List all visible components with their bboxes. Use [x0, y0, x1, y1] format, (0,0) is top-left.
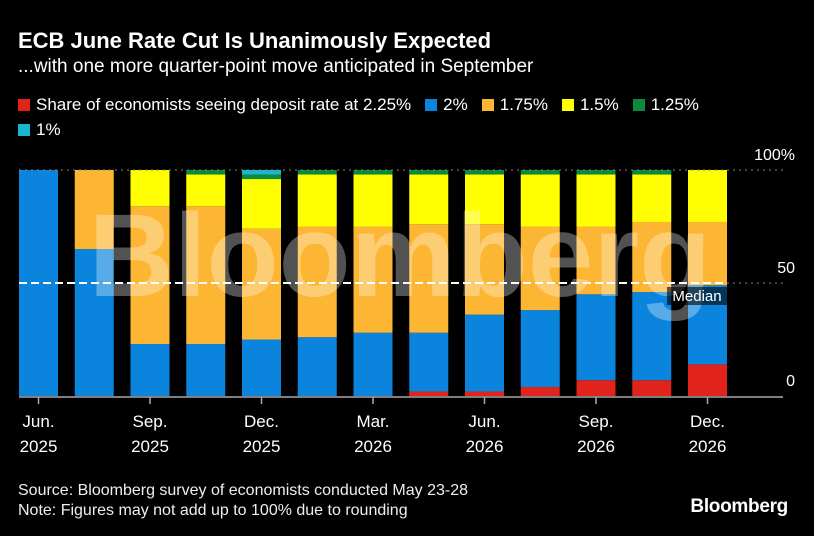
bar-segment	[242, 174, 281, 180]
legend-item: Share of economists seeing deposit rate …	[18, 92, 411, 117]
bar-segment	[409, 391, 449, 396]
median-label-bg	[667, 287, 728, 305]
bar-segment	[520, 310, 560, 387]
legend-item: 1.5%	[561, 92, 619, 117]
legend-swatch	[481, 99, 494, 111]
x-tick-label: 2025	[243, 437, 281, 456]
bar-segment	[632, 174, 672, 222]
bar-segment	[353, 332, 393, 396]
bar-segment	[632, 380, 672, 396]
legend-label: 1%	[36, 120, 61, 139]
x-tick-label: Jun.	[22, 412, 54, 431]
bar-segment	[409, 332, 449, 392]
x-tick-label: Sep.	[133, 412, 168, 431]
rounding-note: Note: Figures may not add up to 100% due…	[18, 502, 408, 519]
x-tick-label: 2026	[689, 437, 727, 456]
bar-segment	[186, 174, 226, 207]
y-tick-label: 100%	[754, 147, 795, 164]
bar-segment	[74, 170, 114, 250]
legend: Share of economists seeing deposit rate …	[18, 92, 808, 142]
bar-segment	[409, 170, 449, 175]
bar-segment	[576, 294, 616, 381]
legend-swatch	[18, 99, 30, 111]
legend-swatch	[561, 99, 574, 111]
legend-swatch	[18, 124, 30, 136]
bar-segment	[242, 170, 281, 175]
bar-segment	[688, 221, 727, 286]
chart-title: ECB June Rate Cut Is Unanimously Expecte…	[18, 28, 492, 53]
bar-segment	[520, 226, 560, 311]
legend-item: 2%	[425, 92, 468, 117]
bar-segment	[186, 170, 226, 175]
bar-segment	[520, 174, 560, 227]
bar-segment	[520, 386, 560, 396]
chart-subtitle: ...with one more quarter-point move anti…	[18, 56, 534, 77]
bar-segment	[353, 226, 393, 333]
legend-label: 1.75%	[499, 95, 548, 114]
source-note: Source: Bloomberg survey of economists c…	[18, 482, 469, 499]
bar-segment	[632, 170, 672, 175]
legend-label: 1.25%	[650, 95, 699, 114]
bar-segment	[465, 170, 504, 175]
bar-segment	[130, 206, 170, 345]
y-tick-label: 0	[786, 373, 795, 390]
legend-swatch	[632, 99, 645, 111]
bloomberg-logo: Bloomberg	[690, 496, 788, 517]
bar-segment	[242, 228, 281, 340]
x-tick-label: Mar.	[356, 412, 389, 431]
bar-segment	[688, 364, 727, 396]
bar-segment	[576, 174, 616, 227]
bar-segment	[130, 170, 170, 207]
bar-segment	[242, 179, 281, 229]
bar-segment	[242, 339, 281, 396]
x-tick-label: Dec.	[690, 412, 725, 431]
legend-swatch	[425, 99, 438, 111]
bar-segment	[576, 380, 616, 396]
bar-segment	[130, 344, 170, 396]
x-tick-label: Dec.	[244, 412, 279, 431]
y-tick-label: 50	[777, 260, 795, 277]
legend-item: 1.75%	[481, 92, 548, 117]
x-tick-label: Sep.	[579, 412, 614, 431]
bar-segment	[186, 206, 226, 345]
bar-segment	[297, 337, 337, 396]
bar-segment	[409, 174, 449, 225]
bar-segment	[353, 170, 393, 175]
bar-segment	[465, 224, 504, 315]
median-label: Median	[672, 288, 721, 305]
bar-segment	[465, 314, 504, 392]
bar-segment	[297, 170, 337, 175]
bar-segment	[297, 174, 337, 227]
bar-segment	[297, 226, 337, 338]
bar-segment	[632, 292, 672, 381]
bar-segment	[688, 170, 727, 222]
bar-segment	[632, 221, 672, 293]
legend-label: 1.5%	[579, 95, 619, 114]
bar-segment	[465, 391, 504, 396]
watermark: Bloomberg	[89, 190, 712, 322]
bar-segment	[409, 224, 449, 333]
legend-item: 1.25%	[632, 92, 699, 117]
x-tick-label: 2026	[354, 437, 392, 456]
bar-segment	[465, 174, 504, 225]
legend-label: 2%	[443, 95, 468, 114]
bar-segment	[576, 170, 616, 175]
x-tick-label: 2025	[131, 437, 169, 456]
legend-item: 1%	[18, 117, 61, 142]
legend-label: Share of economists seeing deposit rate …	[36, 95, 412, 114]
bar-segment	[186, 344, 226, 396]
x-tick-label: Jun.	[468, 412, 500, 431]
x-tick-label: 2025	[20, 437, 58, 456]
bar-segment	[353, 174, 393, 227]
bar-segment	[74, 249, 114, 396]
x-tick-label: 2026	[466, 437, 504, 456]
bar-segment	[520, 170, 560, 175]
x-tick-label: 2026	[577, 437, 615, 456]
